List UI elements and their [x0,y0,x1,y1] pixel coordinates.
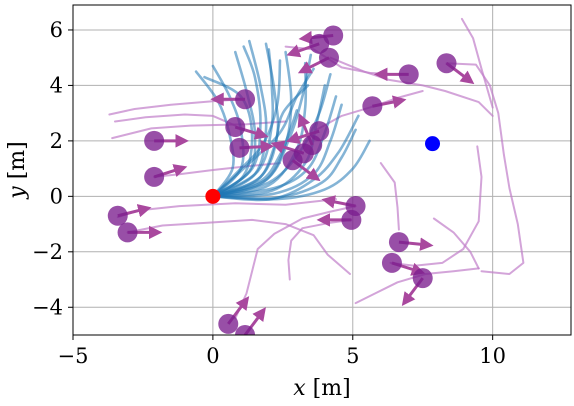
start-goal-markers [205,136,441,204]
planned-path [211,67,315,198]
y-tick-label: 0 [50,184,63,208]
agent-marker [117,222,138,243]
agent-trail [126,218,351,275]
y-tick-label: 6 [50,18,63,42]
agent-marker [235,325,256,335]
goal-marker [425,136,441,152]
y-tick-label: 4 [50,73,63,97]
agent-marker [323,25,344,46]
agent-trail [114,113,237,127]
agent-marker [235,89,256,110]
planned-path [211,109,299,198]
agent-marker [381,252,402,273]
agent-marker [144,166,165,187]
agent-marker [362,96,383,117]
x-tick-label: 0 [206,344,219,368]
agent-marker [229,137,250,158]
agent-trail [460,17,494,109]
agent-trail [432,217,480,270]
agent-marker [318,47,339,68]
agent-trail [379,162,400,231]
agents [107,25,457,335]
agent-marker [436,53,457,74]
agent-marker [388,232,409,253]
agent-marker [398,64,419,85]
data-layer [107,17,525,335]
agent-trail [234,205,357,320]
agent-marker [282,150,303,171]
agent-marker [412,268,433,289]
y-tick-label: −2 [32,240,63,264]
y-tick-label: −4 [32,295,63,319]
x-tick-label: 10 [479,344,506,368]
agent-marker [225,117,246,138]
axis-ticks: −5 0 5 10 −4 −2 0 2 4 6 [32,18,506,368]
planned-path [203,75,254,198]
agent-marker [107,205,128,226]
agent-trail [354,267,480,305]
plot-frame [72,4,572,336]
agent-marker [218,313,239,334]
agent-marker [144,130,165,151]
agent-trail [287,218,353,281]
start-marker [205,188,221,204]
agent-marker [341,209,362,230]
x-tick-label: −5 [58,344,89,368]
x-tick-label: 5 [346,344,359,368]
y-axis-label: y [m] [5,141,30,199]
y-tick-label: 2 [50,129,63,153]
x-axis-label: x [m] [293,376,350,401]
